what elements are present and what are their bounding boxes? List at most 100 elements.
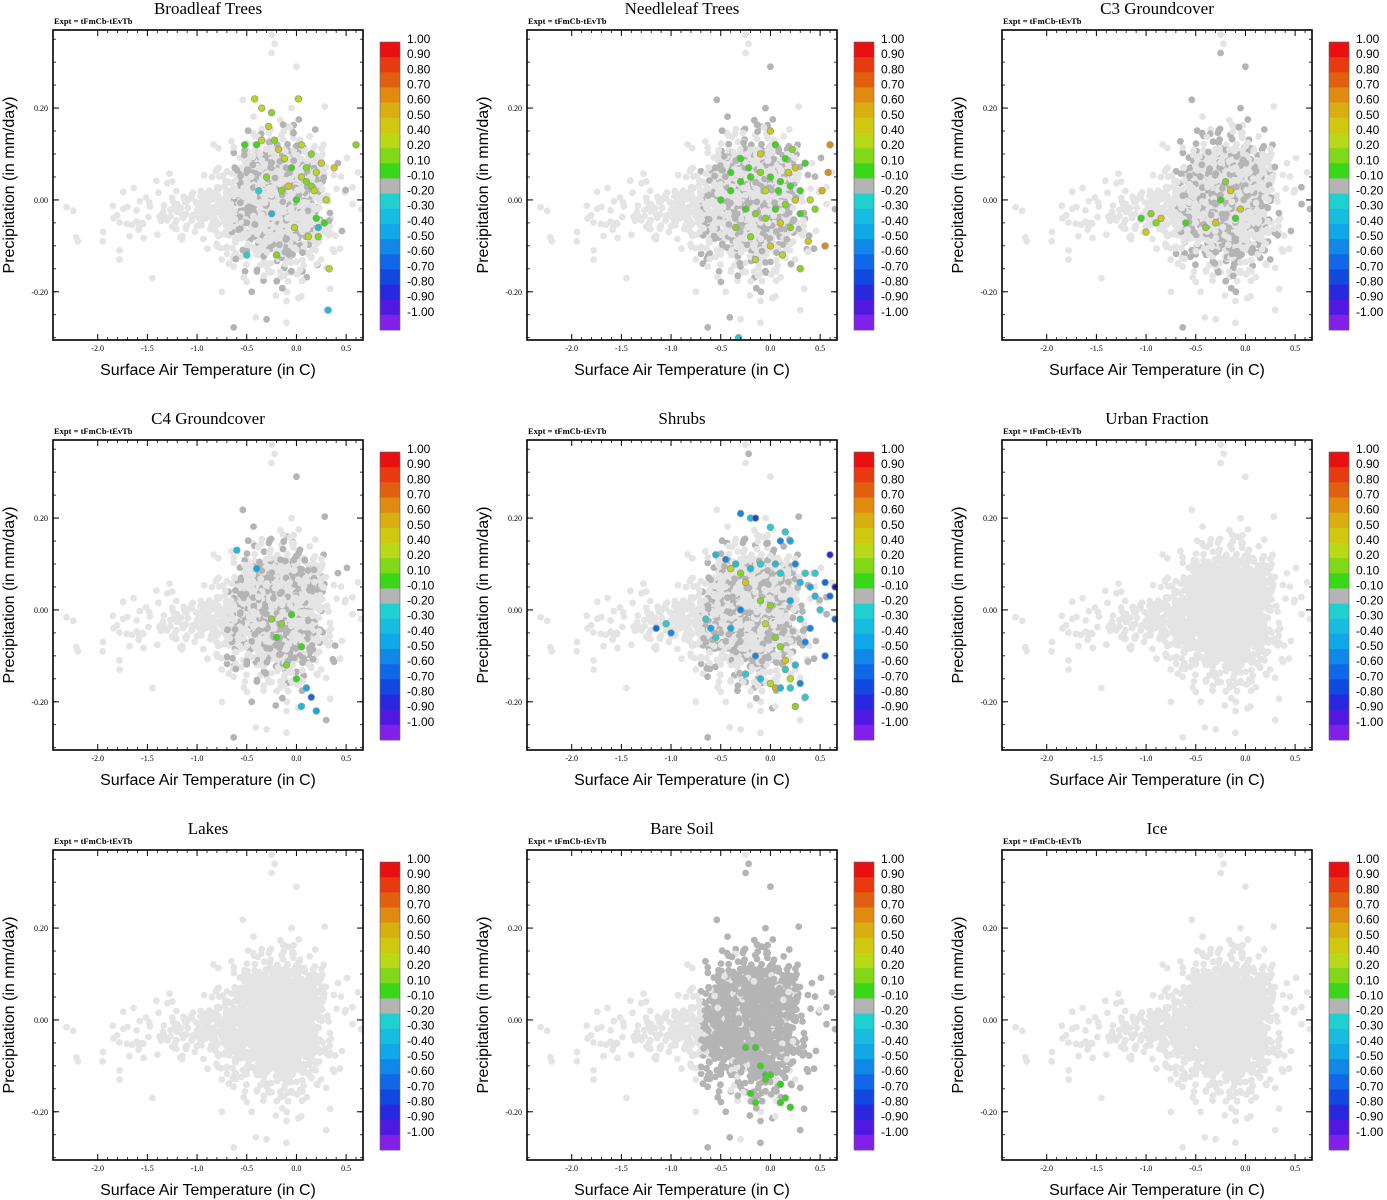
colorbar-label: -0.20 [407, 184, 435, 198]
data-point [1215, 139, 1222, 147]
data-point [305, 251, 313, 258]
data-point [726, 314, 734, 321]
data-point [1264, 204, 1272, 212]
data-point [1285, 245, 1293, 253]
colorbar-label: -1.00 [407, 305, 435, 319]
data-point [250, 184, 257, 192]
data-point [1177, 170, 1185, 178]
data-point [686, 168, 694, 175]
highlight-point [325, 265, 333, 273]
data-point [702, 170, 710, 178]
data-point [687, 240, 694, 248]
data-point [283, 235, 291, 243]
data-point [146, 203, 154, 210]
data-point [1253, 220, 1261, 228]
highlight-point [824, 168, 832, 177]
data-point [634, 202, 642, 209]
data-point [1267, 145, 1274, 153]
data-point [761, 175, 768, 183]
x-tick-label: -0.5 [240, 344, 253, 353]
data-point [288, 267, 295, 275]
data-point [276, 241, 283, 249]
data-point [258, 157, 266, 165]
data-point [240, 184, 248, 192]
data-point [705, 238, 713, 246]
data-point [737, 170, 745, 177]
data-point [737, 234, 745, 242]
data-point [237, 199, 244, 207]
data-point [258, 238, 266, 246]
data-point [214, 144, 222, 152]
data-point [619, 213, 626, 221]
colorbar-label: -0.10 [881, 168, 909, 182]
data-point [769, 191, 777, 199]
data-point [1192, 247, 1200, 255]
data-point [678, 245, 685, 253]
data-point [232, 255, 240, 263]
data-point [604, 184, 611, 192]
colorbar-swatch [854, 299, 874, 316]
data-point [123, 220, 131, 228]
data-point [1291, 186, 1298, 194]
data-point [230, 149, 238, 157]
data-point [732, 211, 740, 219]
data-point [281, 147, 289, 155]
data-point [717, 219, 725, 227]
data-point [623, 274, 630, 282]
highlight-point [781, 154, 789, 163]
data-point [713, 96, 721, 104]
data-point [213, 222, 221, 229]
data-point [290, 129, 297, 137]
data-point [722, 227, 730, 235]
data-point [218, 288, 226, 296]
colorbar-label: 0.80 [407, 62, 431, 76]
data-point [299, 256, 306, 264]
data-point [152, 177, 160, 185]
data-point [1209, 138, 1217, 146]
colorbar-swatch [854, 117, 874, 134]
data-point [1229, 128, 1237, 135]
data-point [171, 225, 179, 232]
data-point [742, 31, 749, 38]
data-point [734, 272, 742, 280]
data-point [747, 141, 755, 149]
data-point [629, 189, 636, 197]
data-point [635, 214, 642, 222]
data-point [1209, 272, 1217, 280]
data-point [250, 113, 257, 120]
colorbar-swatch [854, 178, 874, 194]
data-point [590, 247, 597, 254]
data-point [250, 198, 257, 205]
data-point [1286, 173, 1294, 181]
data-point [213, 240, 221, 248]
data-point [336, 245, 344, 253]
data-point [140, 234, 148, 242]
data-point [794, 174, 802, 181]
data-point [1201, 314, 1209, 321]
data-point [687, 222, 695, 229]
panel-title: Broadleaf Trees [154, 0, 262, 18]
colorbar-label: -0.30 [407, 199, 435, 213]
data-point [799, 217, 807, 225]
data-point [741, 259, 749, 267]
data-point [304, 220, 312, 228]
data-point [1298, 200, 1305, 208]
data-point [736, 145, 744, 153]
data-point [1228, 135, 1236, 143]
data-point [288, 104, 295, 112]
data-point [772, 293, 779, 300]
data-point [195, 221, 203, 229]
data-point [1214, 129, 1222, 137]
highlight-point [290, 223, 299, 232]
data-point [161, 214, 169, 222]
data-point [742, 159, 749, 167]
data-point [698, 216, 705, 224]
data-point [695, 182, 703, 190]
data-point [301, 146, 309, 154]
data-point [742, 49, 749, 57]
highlight-point [751, 255, 760, 264]
colorbar-label: -0.70 [881, 259, 909, 273]
colorbar-label: -1.00 [881, 305, 909, 319]
data-point [684, 204, 692, 212]
colorbar: 1.000.900.800.700.600.500.400.200.10-0.1… [379, 32, 435, 331]
